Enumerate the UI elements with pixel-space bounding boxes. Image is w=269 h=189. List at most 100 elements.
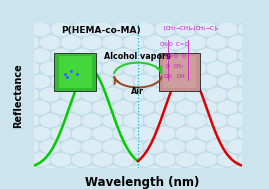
Circle shape (19, 113, 40, 128)
Circle shape (206, 165, 228, 180)
Circle shape (81, 139, 103, 154)
Circle shape (227, 61, 249, 76)
Circle shape (92, 152, 114, 167)
Circle shape (102, 61, 123, 76)
Circle shape (19, 35, 40, 50)
Circle shape (268, 35, 269, 50)
Circle shape (60, 139, 82, 154)
Circle shape (71, 48, 93, 63)
Circle shape (50, 152, 72, 167)
Circle shape (60, 87, 82, 102)
Circle shape (143, 165, 165, 180)
Circle shape (206, 61, 228, 76)
Circle shape (50, 48, 72, 63)
Circle shape (247, 165, 269, 180)
Circle shape (133, 48, 155, 63)
Circle shape (259, 126, 269, 141)
Circle shape (40, 139, 61, 154)
Circle shape (102, 113, 123, 128)
Circle shape (196, 74, 218, 89)
Circle shape (175, 126, 197, 141)
Circle shape (217, 152, 238, 167)
Circle shape (217, 22, 238, 37)
Circle shape (238, 74, 259, 89)
Circle shape (227, 113, 249, 128)
Circle shape (19, 87, 40, 102)
Circle shape (143, 139, 165, 154)
Bar (59, 56, 92, 88)
Circle shape (154, 74, 176, 89)
Circle shape (123, 87, 144, 102)
Circle shape (175, 152, 197, 167)
Circle shape (259, 48, 269, 63)
Circle shape (238, 100, 259, 115)
Circle shape (185, 139, 207, 154)
Circle shape (227, 165, 249, 180)
Circle shape (40, 35, 61, 50)
Circle shape (206, 87, 228, 102)
Circle shape (268, 87, 269, 102)
Circle shape (154, 126, 176, 141)
Text: $\sf{O \quad CH_2}$: $\sf{O \quad CH_2}$ (165, 62, 184, 71)
Circle shape (196, 100, 218, 115)
Circle shape (247, 113, 269, 128)
Circle shape (60, 61, 82, 76)
Circle shape (40, 61, 61, 76)
Circle shape (133, 22, 155, 37)
Circle shape (92, 74, 114, 89)
Circle shape (164, 35, 186, 50)
Circle shape (175, 74, 197, 89)
Circle shape (30, 100, 51, 115)
Circle shape (123, 165, 144, 180)
Circle shape (60, 113, 82, 128)
Circle shape (247, 61, 269, 76)
Circle shape (71, 152, 93, 167)
Text: Wavelength (nm): Wavelength (nm) (85, 176, 199, 189)
Circle shape (175, 22, 197, 37)
Circle shape (50, 74, 72, 89)
Text: $\sf{CH_2O\ \ C{=}O}$: $\sf{CH_2O\ \ C{=}O}$ (159, 40, 189, 49)
Circle shape (185, 35, 207, 50)
Circle shape (81, 165, 103, 180)
Circle shape (50, 22, 72, 37)
Circle shape (133, 152, 155, 167)
Circle shape (50, 126, 72, 141)
Circle shape (247, 139, 269, 154)
Circle shape (102, 35, 123, 50)
Circle shape (92, 100, 114, 115)
Text: $\sf{[CH_2{-}CH]_m[CH_2{-}C]_n}$: $\sf{[CH_2{-}CH]_m[CH_2{-}C]_n}$ (163, 24, 220, 33)
Circle shape (123, 113, 144, 128)
Circle shape (164, 87, 186, 102)
Circle shape (71, 126, 93, 141)
Circle shape (143, 61, 165, 76)
Circle shape (19, 61, 40, 76)
Circle shape (19, 139, 40, 154)
Circle shape (40, 165, 61, 180)
Circle shape (196, 48, 218, 63)
Circle shape (259, 74, 269, 89)
Circle shape (133, 100, 155, 115)
Circle shape (154, 100, 176, 115)
Circle shape (60, 165, 82, 180)
Circle shape (164, 139, 186, 154)
Circle shape (185, 87, 207, 102)
Circle shape (259, 100, 269, 115)
Circle shape (247, 35, 269, 50)
Circle shape (50, 100, 72, 115)
Circle shape (113, 100, 134, 115)
Circle shape (40, 87, 61, 102)
Circle shape (268, 113, 269, 128)
Circle shape (164, 61, 186, 76)
Circle shape (133, 126, 155, 141)
Circle shape (238, 152, 259, 167)
Circle shape (268, 139, 269, 154)
Text: $\sf{CH_2 \quad OH}$: $\sf{CH_2 \quad OH}$ (163, 72, 186, 81)
Circle shape (268, 61, 269, 76)
Circle shape (30, 152, 51, 167)
Text: P(HEMA-co-MA): P(HEMA-co-MA) (61, 26, 140, 35)
Circle shape (123, 61, 144, 76)
Circle shape (123, 35, 144, 50)
Circle shape (185, 113, 207, 128)
Bar (159, 53, 200, 91)
Circle shape (196, 22, 218, 37)
